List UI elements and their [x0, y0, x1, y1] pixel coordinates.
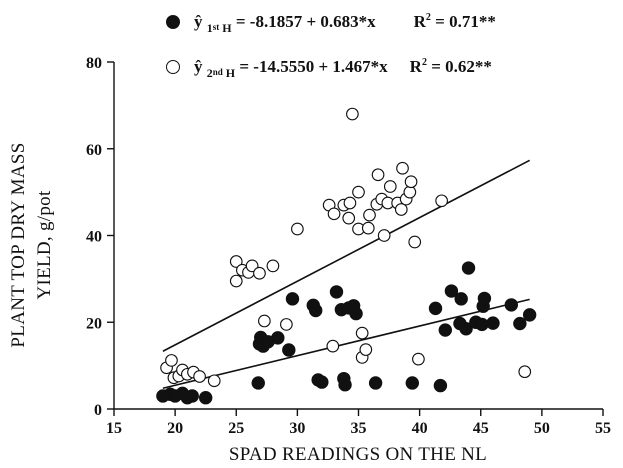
data-point-1st-h — [368, 376, 383, 390]
data-point-2nd-h — [352, 185, 365, 199]
data-point-2nd-h — [377, 229, 391, 242]
x-axis-title: SPAD READINGS ON THE NL — [228, 444, 488, 465]
y-tick-label: 0 — [94, 402, 102, 419]
subscript-index: 2nd H — [206, 66, 236, 80]
data-point-2nd-h — [229, 274, 243, 288]
data-point-2nd-h — [371, 168, 385, 182]
data-point-2nd-h — [291, 222, 304, 236]
data-point-1st-h — [513, 316, 527, 331]
data-point-1st-h — [459, 322, 473, 336]
data-point-2nd-h — [342, 211, 356, 225]
data-point-2nd-h — [359, 343, 373, 356]
data-point-1st-h — [504, 298, 519, 312]
data-point-2nd-h — [403, 185, 417, 199]
x-tick-label: 15 — [106, 420, 122, 437]
data-point-1st-h — [461, 261, 476, 275]
data-point-1st-h — [349, 306, 363, 321]
regression-line-1 — [162, 298, 530, 389]
data-point-1st-h — [444, 284, 459, 298]
data-point-1st-h — [433, 378, 448, 393]
data-point-2nd-h — [383, 180, 397, 193]
data-point-1st-h — [438, 323, 452, 337]
data-point-2nd-h — [396, 161, 409, 175]
regression-line-2 — [162, 159, 531, 352]
legend-equation-1st-h: ŷ 1st H = -8.1857 + 0.683*x — [194, 12, 376, 35]
legend-marker-filled — [166, 15, 180, 29]
data-point-2nd-h — [343, 196, 357, 210]
y-axis-title: PLANT TOP DRY MASS YIELD, g/pot — [8, 142, 55, 348]
subscript-index: 1st H — [206, 21, 232, 35]
data-point-1st-h — [405, 376, 419, 390]
y-tick-label: 80 — [86, 55, 102, 72]
data-point-2nd-h — [346, 107, 359, 121]
y-tick-label: 20 — [86, 315, 102, 332]
data-point-2nd-h — [408, 235, 422, 249]
legend-entry-1st-h: ŷ 1st H = -8.1857 + 0.683*x R2 = 0.71** — [166, 10, 496, 35]
data-point-2nd-h — [394, 203, 408, 216]
data-point-2nd-h — [326, 339, 340, 353]
data-point-1st-h — [338, 378, 352, 392]
data-point-2nd-h — [165, 354, 178, 367]
y-hat-symbol: ŷ — [194, 12, 203, 31]
r-squared-2nd-h: R2 = 0.62** — [409, 57, 492, 76]
data-point-2nd-h — [363, 208, 376, 222]
data-point-1st-h — [251, 376, 265, 390]
legend-entry-2nd-h: ŷ 2nd H = -14.5550 + 1.467*x R2 = 0.62** — [166, 55, 492, 80]
data-point-1st-h — [315, 375, 329, 389]
data-point-1st-h — [282, 343, 296, 357]
data-point-2nd-h — [207, 374, 221, 388]
legend-equation-2nd-h: ŷ 2nd H = -14.5550 + 1.467*x — [194, 57, 388, 80]
data-point-1st-h — [477, 291, 492, 306]
data-points — [156, 107, 537, 405]
data-point-2nd-h — [229, 255, 243, 268]
data-point-2nd-h — [355, 326, 369, 340]
data-point-1st-h — [522, 308, 537, 322]
x-tick-label: 30 — [289, 420, 305, 437]
data-point-2nd-h — [404, 175, 418, 189]
y-tick-label: 60 — [86, 142, 102, 159]
regression-lines — [162, 159, 531, 389]
legend-marker-open — [166, 60, 180, 74]
r-squared-1st-h: R2 = 0.71** — [413, 12, 496, 31]
data-point-2nd-h — [266, 259, 280, 273]
data-point-1st-h — [329, 285, 344, 299]
data-point-2nd-h — [435, 194, 448, 208]
data-point-1st-h — [285, 292, 300, 306]
x-tick-label: 55 — [595, 420, 611, 437]
y-tick-label: 40 — [86, 229, 102, 246]
data-point-1st-h — [271, 331, 285, 345]
y-hat-symbol: ŷ — [194, 57, 203, 76]
data-point-1st-h — [486, 316, 500, 330]
data-point-1st-h — [475, 317, 489, 332]
data-point-2nd-h — [193, 370, 206, 383]
chart-axes: 15 20 25 30 35 40 45 50 55 0 20 40 60 80 — [86, 55, 611, 437]
data-point-2nd-h — [327, 207, 341, 221]
data-point-1st-h — [185, 389, 199, 403]
equation-body: = -14.5550 + 1.467*x — [235, 57, 388, 76]
data-point-2nd-h — [412, 352, 425, 366]
x-tick-label: 45 — [473, 420, 489, 437]
x-tick-label: 40 — [412, 420, 428, 437]
x-tick-label: 25 — [228, 420, 244, 437]
data-point-1st-h — [309, 303, 323, 318]
data-point-2nd-h — [253, 266, 266, 280]
data-point-2nd-h — [280, 318, 293, 331]
x-tick-label: 20 — [167, 420, 183, 437]
equation-body: = -8.1857 + 0.683*x — [231, 12, 376, 31]
data-point-2nd-h — [361, 221, 375, 235]
data-point-1st-h — [198, 391, 213, 405]
x-tick-label: 35 — [351, 420, 367, 437]
data-point-2nd-h — [518, 365, 532, 379]
data-point-2nd-h — [258, 314, 271, 328]
data-point-1st-h — [454, 292, 468, 306]
x-tick-label: 50 — [534, 420, 550, 437]
data-point-1st-h — [428, 301, 443, 316]
